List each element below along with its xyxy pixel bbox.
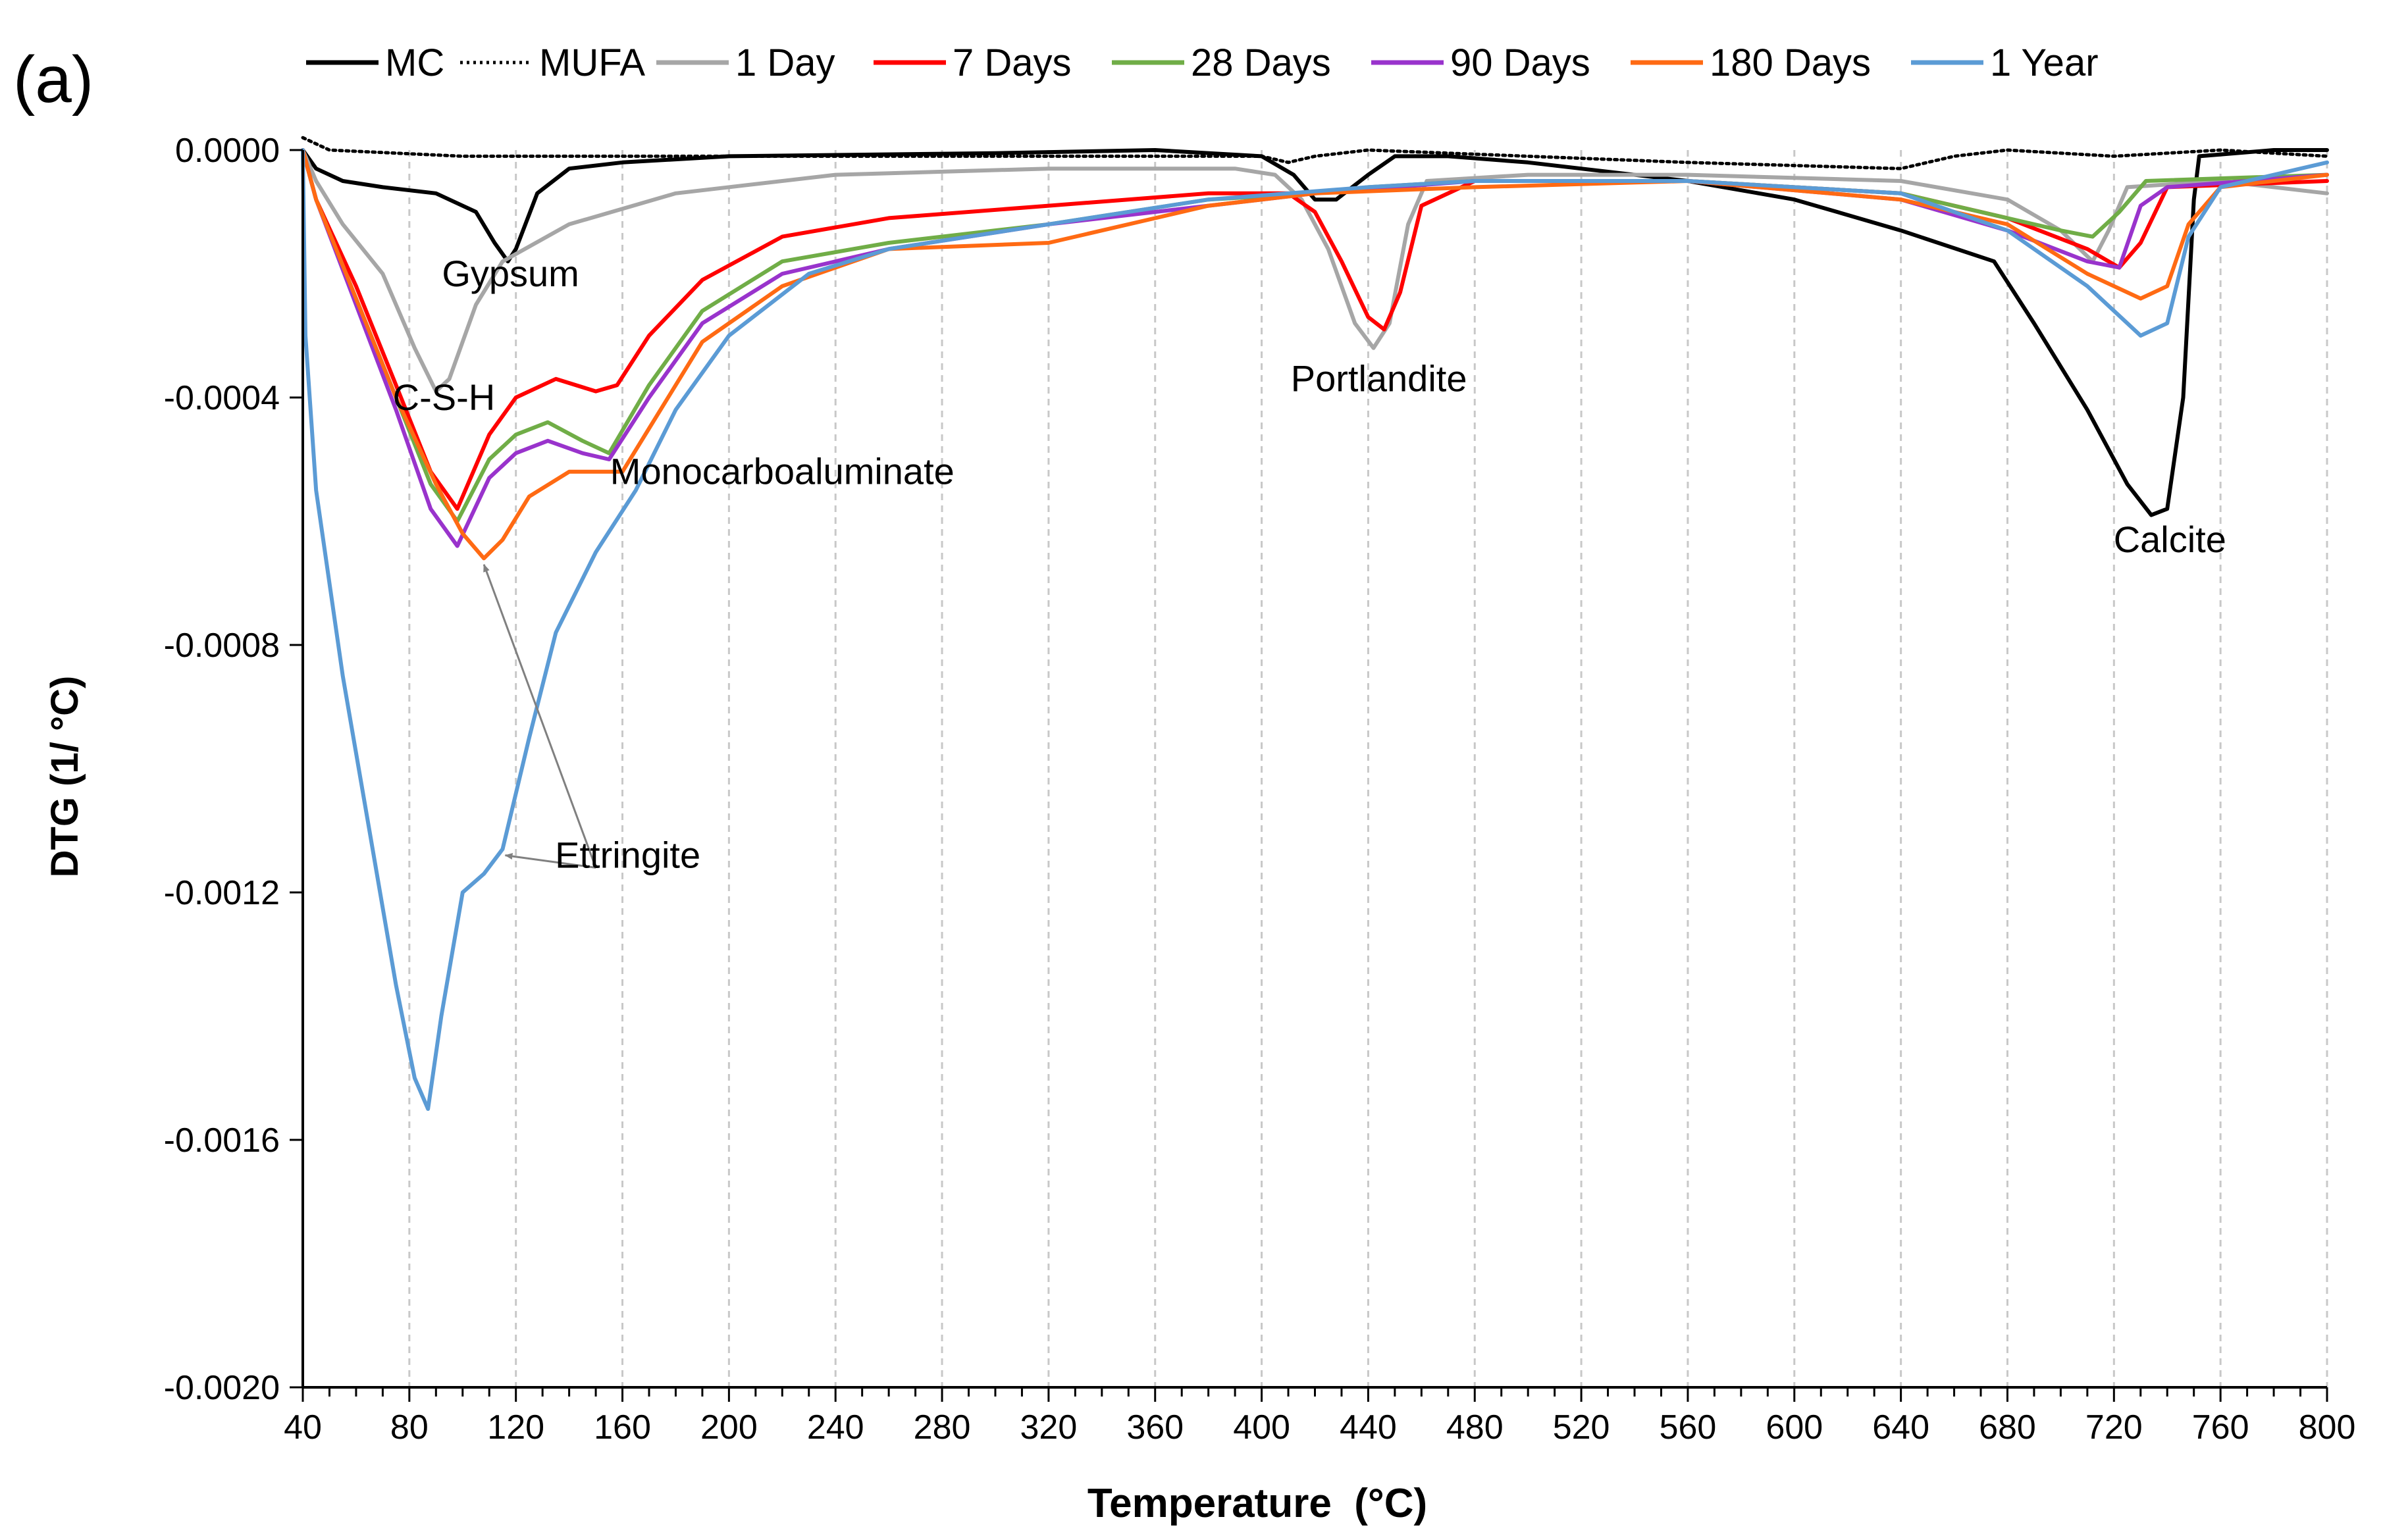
legend-label: 180 Days: [1710, 41, 1871, 84]
annotation-arrow: [483, 563, 597, 868]
series-line-1-year: [301, 148, 2329, 1111]
legend: MC MUFA 1 Day 7 Days 28 Days 90 Days 180 Days 1…: [306, 41, 2099, 84]
axes: 40 80 120 160 200 240 280 320 360 400 440 480 520 560…: [164, 132, 2356, 1447]
y-tick-label: -0.0012: [164, 874, 280, 912]
legend-label: 7 Days: [953, 41, 1072, 84]
annotation-gypsum: Gypsum: [442, 253, 579, 294]
legend-label: 90 Days: [1450, 41, 1590, 84]
x-tick-label: 160: [594, 1408, 651, 1447]
legend-label: 28 Days: [1191, 41, 1331, 84]
annotation-ettringite: Ettringite: [555, 834, 700, 875]
x-tick-label: 560: [1660, 1408, 1717, 1447]
annotation-arrow: [504, 853, 596, 869]
x-tick-label: 400: [1233, 1408, 1290, 1447]
x-tick-label: 640: [1872, 1408, 1929, 1447]
series-line-90-days: [301, 148, 2329, 548]
x-tick-label: 440: [1340, 1408, 1397, 1447]
legend-label: 1 Day: [735, 41, 835, 84]
x-tick-label: 200: [700, 1408, 758, 1447]
x-axis-title: Temperature (°C): [1087, 1481, 1427, 1526]
x-tick-label: 120: [487, 1408, 544, 1447]
legend-label: MC: [385, 41, 444, 84]
x-tick-label: 240: [807, 1408, 864, 1447]
legend-label: 1 Year: [1990, 41, 2099, 84]
series-line-mufa: [301, 136, 2329, 170]
legend-label: MUFA: [539, 41, 645, 84]
x-tick-label: 480: [1446, 1408, 1504, 1447]
x-tick-label: 40: [284, 1408, 322, 1447]
panel-label: (a): [13, 43, 93, 116]
y-tick-label: -0.0016: [164, 1121, 280, 1160]
x-tick-label: 280: [914, 1408, 971, 1447]
annotation-c-s-h: C-S-H: [393, 376, 496, 418]
annotation-portlandite: Portlandite: [1291, 358, 1467, 399]
y-tick-label: -0.0004: [164, 379, 280, 417]
x-tick-label: 360: [1126, 1408, 1184, 1447]
gridlines: [408, 150, 2328, 1387]
x-tick-label: 760: [2192, 1408, 2249, 1447]
y-axis-title: DTG (1/ °C): [43, 676, 86, 878]
x-tick-label: 680: [1979, 1408, 2036, 1447]
x-tick-label: 720: [2085, 1408, 2143, 1447]
y-tick-label: -0.0008: [164, 627, 280, 665]
annotation-calcite: Calcite: [2114, 519, 2226, 560]
x-tick-label: 600: [1766, 1408, 1823, 1447]
x-tick-label: 320: [1020, 1408, 1078, 1447]
y-tick-label: -0.0020: [164, 1369, 280, 1407]
annotation-monocarboaluminate: Monocarboaluminate: [610, 451, 955, 492]
y-tick-label: 0.0000: [175, 132, 280, 170]
x-tick-label: 800: [2299, 1408, 2356, 1447]
x-tick-label: 520: [1553, 1408, 1610, 1447]
annotations: Gypsum C-S-H Monocarboaluminate Portlandite…: [393, 253, 2226, 876]
series-line-mc: [301, 148, 2329, 517]
series-lines: [301, 136, 2329, 1111]
series-line-1-day: [301, 148, 2329, 394]
x-tick-label: 80: [390, 1408, 429, 1447]
